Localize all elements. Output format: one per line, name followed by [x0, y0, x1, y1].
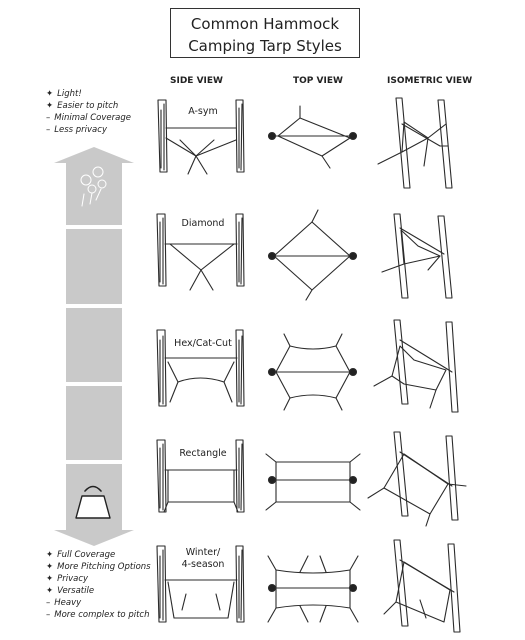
- row-label-diamond: Diamond: [181, 218, 225, 229]
- column-side-view: SIDE VIEW: [170, 76, 223, 86]
- legend-item: ✦ Light!: [46, 89, 82, 99]
- side-view-hex: [156, 329, 245, 407]
- top-view-rectangle: [265, 453, 361, 511]
- column-top-view: TOP VIEW: [293, 76, 343, 86]
- top-view-winter: [267, 555, 359, 623]
- isometric-view-asym: [377, 97, 453, 189]
- title-line-2: Camping Tarp Styles: [188, 37, 342, 55]
- weight-icon: [75, 485, 111, 519]
- column-isometric-view: ISOMETRIC VIEW: [387, 76, 473, 86]
- legend-item: ✦ More Pitching Options: [46, 562, 151, 572]
- row-label-asym: A-sym: [188, 106, 218, 117]
- isometric-view-hex: [373, 319, 459, 413]
- side-view-asym: [157, 99, 245, 175]
- top-view-asym: [267, 105, 358, 169]
- legend-item: – More complex to pitch: [46, 610, 150, 620]
- legend-item: – Less privacy: [46, 125, 107, 135]
- legend-item: ✦ Full Coverage: [46, 550, 116, 560]
- dandelion-icon: [80, 166, 107, 207]
- side-view-rectangle: [156, 439, 245, 513]
- title-line-1: Common Hammock: [190, 15, 340, 33]
- legend-light: ✦ Light! ✦ Easier to pitch – Minimal Covera…: [46, 88, 131, 136]
- top-view-hex: [267, 333, 358, 411]
- row-label-rectangle: Rectangle: [179, 448, 227, 459]
- isometric-view-diamond: [381, 213, 453, 299]
- isometric-view-rectangle: [367, 431, 467, 527]
- side-view-winter: [156, 545, 245, 623]
- legend-item: ✦ Easier to pitch: [46, 101, 119, 111]
- side-view-diamond: [156, 213, 245, 291]
- legend-item: ✦ Privacy: [46, 574, 89, 584]
- row-label-winter: Winter/4-season: [181, 547, 225, 570]
- isometric-view-winter: [383, 539, 461, 633]
- row-label-hex: Hex/Cat-Cut: [174, 338, 232, 349]
- title-box: Common Hammock Camping Tarp Styles: [170, 8, 360, 58]
- legend-item: – Heavy: [46, 598, 82, 608]
- legend-item: ✦ Versatile: [46, 586, 95, 596]
- legend-heavy: ✦ Full Coverage ✦ More Pitching Options ✦ P…: [46, 549, 151, 621]
- top-view-diamond: [267, 209, 358, 301]
- legend-item: – Minimal Coverage: [46, 113, 131, 123]
